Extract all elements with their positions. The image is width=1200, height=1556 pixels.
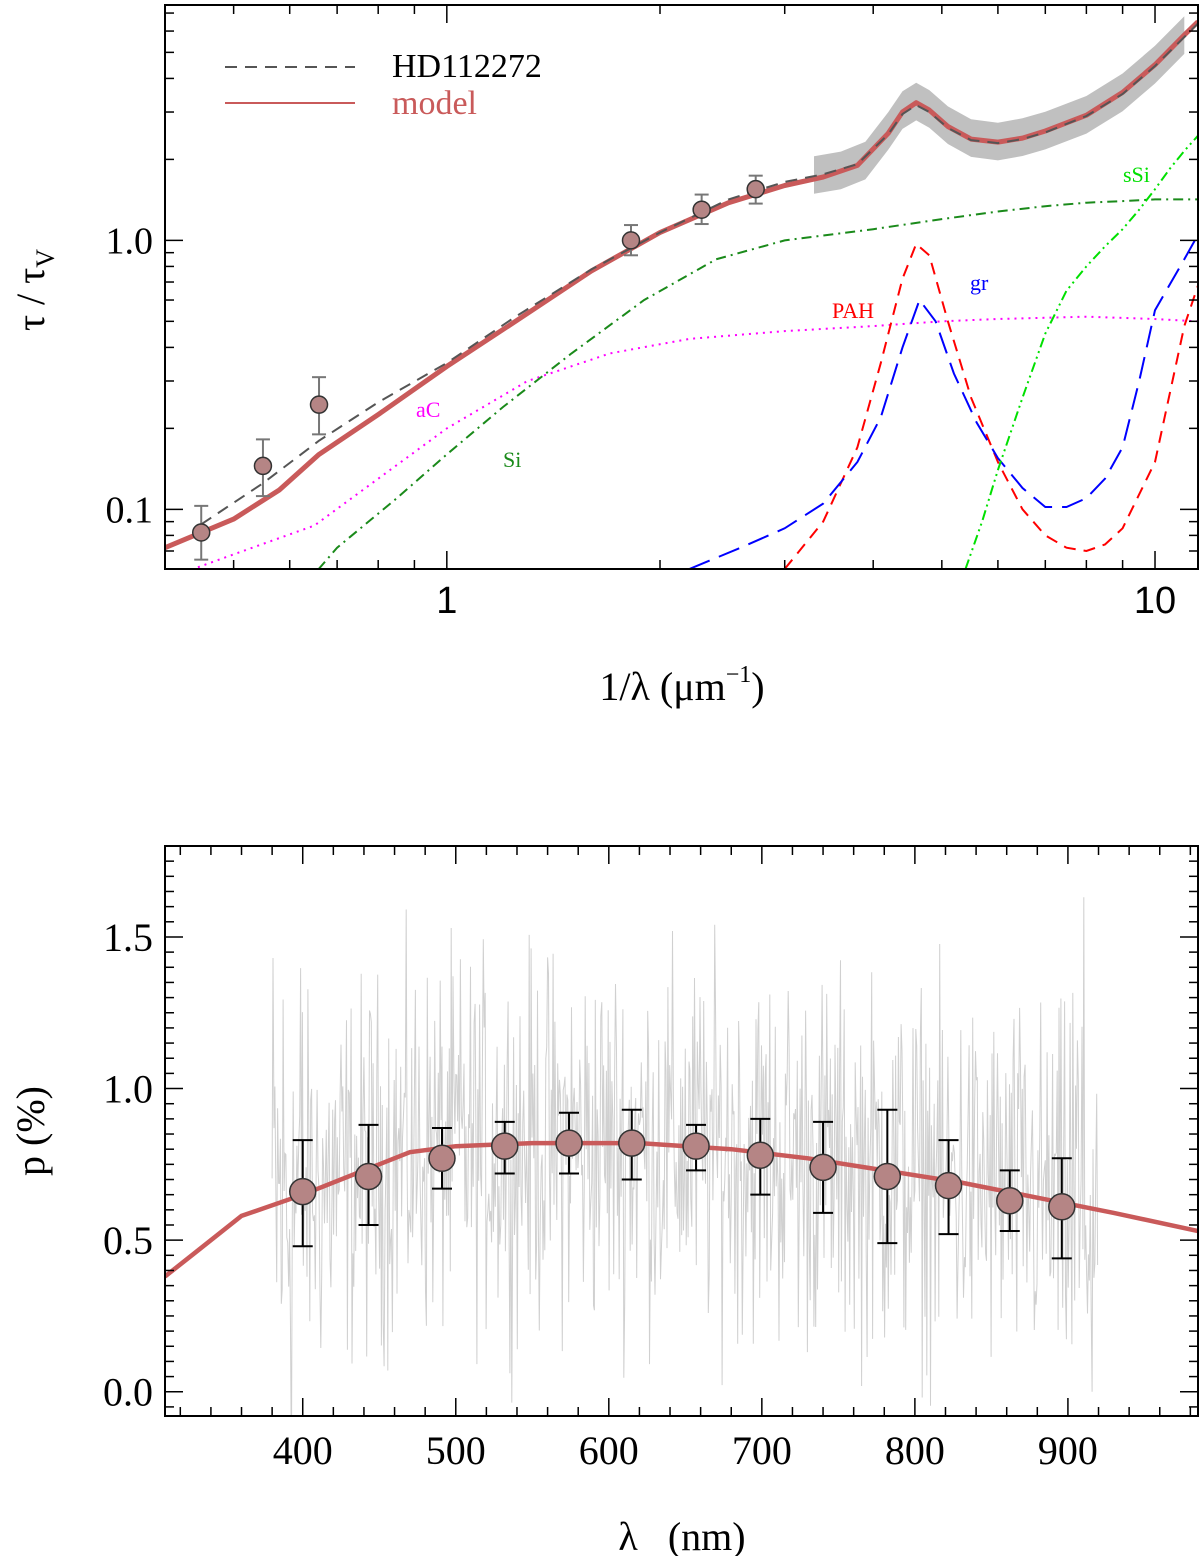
- noise-spectrum: [271, 897, 1099, 1416]
- y-tick-label: 0.0: [103, 1370, 153, 1415]
- x-tick-label: 800: [885, 1428, 945, 1473]
- bottom-y-axis-label: p (%): [8, 1086, 53, 1176]
- data-point: [996, 1186, 1024, 1215]
- y-tick-label: 1.5: [103, 915, 153, 960]
- data-point: [1048, 1193, 1076, 1221]
- bottom-x-axis-label: λ (nm): [618, 1514, 745, 1556]
- x-tick-label: 900: [1038, 1428, 1098, 1473]
- y-tick-label: 1.0: [106, 220, 154, 262]
- data-point: [746, 179, 765, 199]
- data-point: [428, 1144, 456, 1173]
- model-curve: [165, 1140, 1198, 1279]
- label-Si: Si: [503, 447, 521, 472]
- y-tick-label: 0.5: [103, 1218, 153, 1263]
- x-tick-label: 10: [1134, 580, 1176, 622]
- uncertainty-band: [814, 16, 1185, 194]
- data-point: [746, 1141, 775, 1170]
- extinction-plot-frame: [164, 4, 1199, 570]
- curve-gr: [688, 234, 1198, 569]
- data-point: [354, 1162, 383, 1191]
- x-tick-label: 700: [732, 1428, 792, 1473]
- label-aC: aC: [416, 397, 440, 422]
- x-tick-label: 500: [426, 1428, 486, 1473]
- top-x-axis-label: 1/λ (μm−1): [599, 662, 764, 709]
- data-point: [873, 1162, 902, 1191]
- label-sSi: sSi: [1123, 162, 1150, 187]
- data-point: [618, 1129, 646, 1157]
- model-curve: [165, 19, 1198, 551]
- top-y-axis-label: τ / τV: [8, 249, 60, 331]
- y-tick-label: 0.1: [106, 489, 154, 531]
- data-point: [253, 456, 273, 476]
- y-tick-label: 1.0: [103, 1067, 153, 1112]
- x-tick-label: 1: [436, 580, 457, 622]
- legend: HD112272 model: [225, 48, 542, 122]
- legend-observed-label: HD112272: [392, 48, 542, 85]
- curve-PAH: [783, 242, 1198, 569]
- data-point: [809, 1153, 837, 1182]
- data-point: [309, 395, 329, 414]
- data-point: [621, 231, 641, 250]
- curve-sSi: [964, 135, 1198, 569]
- data-point: [555, 1129, 583, 1157]
- label-PAH: PAH: [832, 298, 874, 323]
- observed-curve: [200, 22, 1198, 526]
- curve-aC: [190, 315, 1198, 569]
- x-tick-label: 600: [579, 1428, 639, 1473]
- polarization-panel: 400 500 600 700 800 900 0.0 0.5 1.0 1.5 λ (nm) p …: [8, 845, 1199, 1556]
- data-point: [288, 1177, 317, 1206]
- x-tick-label: 400: [273, 1428, 333, 1473]
- data-point: [191, 523, 211, 542]
- polarization-plot-frame: [164, 845, 1199, 1417]
- data-point: [490, 1132, 519, 1160]
- data-point: [934, 1171, 963, 1200]
- data-point: [682, 1132, 710, 1160]
- label-gr: gr: [970, 270, 989, 295]
- legend-model-label: model: [392, 85, 477, 122]
- curve-Si: [317, 198, 1198, 569]
- data-point: [692, 200, 711, 219]
- extinction-panel: 1 10 0.1 1.0 HD112272 model aC Si PAH gr sS…: [8, 4, 1199, 709]
